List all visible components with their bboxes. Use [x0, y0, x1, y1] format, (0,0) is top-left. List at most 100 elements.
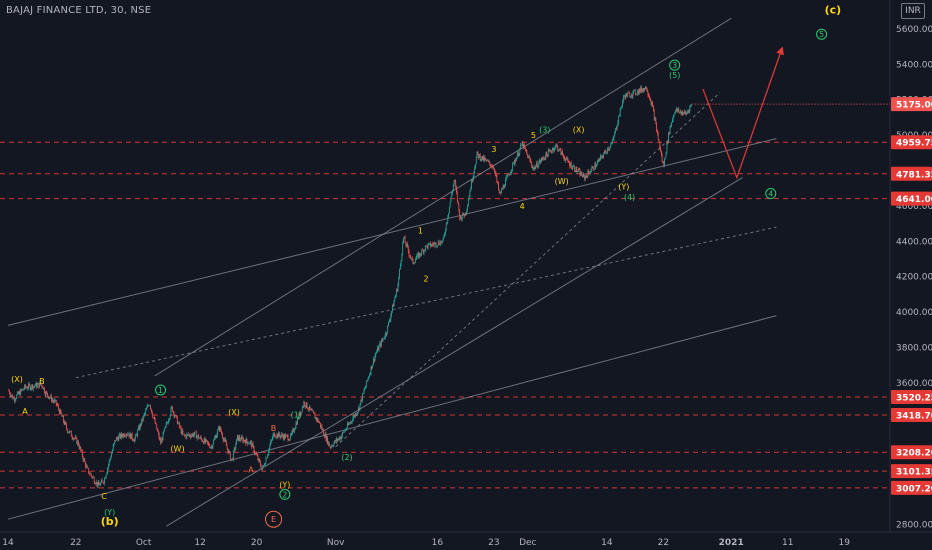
wave-label: (4): [624, 193, 635, 202]
candle-body: [123, 433, 124, 437]
candle-body: [105, 475, 107, 479]
candle-body: [491, 166, 493, 168]
candle-body: [502, 185, 504, 190]
candle-body: [261, 468, 263, 470]
candle-body: [152, 414, 154, 418]
candle-body: [122, 435, 124, 437]
candle-body: [413, 263, 415, 264]
candle-body: [506, 176, 508, 178]
candle-body: [605, 151, 607, 153]
candle-body: [484, 158, 486, 161]
candle-body: [364, 388, 366, 391]
candle-body: [321, 426, 323, 430]
candle-body: [467, 200, 469, 206]
candle-body: [435, 242, 437, 247]
candle-body: [668, 132, 670, 134]
candle-body: [619, 108, 621, 117]
candle-body: [153, 417, 155, 419]
candle-body: [48, 397, 50, 399]
candle-body: [606, 152, 608, 154]
candle-body: [196, 436, 198, 439]
candle-body: [529, 158, 531, 162]
projection-path: [702, 46, 784, 180]
price-tag-label: 3208.20: [896, 449, 932, 459]
candle-body: [181, 430, 183, 434]
candle-body: [656, 123, 658, 132]
candle-body: [622, 96, 624, 102]
currency-badge[interactable]: INR: [901, 3, 925, 19]
candle-body: [115, 437, 117, 441]
candle-body: [18, 391, 20, 394]
wave-labels: (X) BAC(Y)(b)1(W)(X)BA(Y)2E(1)(2)12345(3)…: [11, 3, 841, 528]
candle-body: [32, 386, 34, 390]
candle-body: [131, 433, 133, 440]
candle-body: [464, 215, 465, 216]
candle-body: [350, 421, 351, 424]
candle-body: [356, 413, 358, 416]
candle-body: [348, 423, 350, 425]
wave-label: A: [248, 466, 254, 475]
candle-body: [642, 89, 644, 92]
candle-body: [511, 169, 513, 172]
candle-body: [266, 458, 268, 459]
candle-body: [590, 171, 592, 173]
candle-body: [233, 448, 235, 451]
candle-body: [270, 441, 272, 446]
candle-body: [615, 128, 617, 130]
candle-body: [525, 149, 527, 152]
wave-label: E: [271, 515, 276, 524]
candle-body: [457, 200, 459, 204]
candle-body: [649, 96, 650, 99]
candle-body: [84, 458, 86, 462]
candle-body: [645, 86, 646, 90]
candle-body: [447, 217, 449, 222]
candle-body: [464, 212, 466, 216]
candle-body: [201, 438, 203, 442]
candle-body: [591, 168, 593, 172]
candle-body: [637, 90, 639, 94]
candle-body: [381, 339, 383, 341]
candle-body: [136, 434, 138, 436]
candle-body: [604, 151, 605, 155]
candle-body: [56, 404, 58, 405]
price-tick-label: 4200.00: [896, 273, 932, 283]
candle-body: [257, 456, 259, 461]
candle-body: [167, 422, 169, 424]
candle-body: [441, 241, 442, 243]
candle-body: [450, 196, 452, 203]
candle-body: [183, 434, 185, 435]
candle-body: [641, 87, 642, 92]
candle-body: [482, 156, 484, 160]
candle-body: [25, 387, 27, 388]
candle-body: [301, 406, 303, 412]
candle-body: [310, 409, 312, 410]
candle-body: [78, 445, 80, 449]
candle-body: [102, 480, 104, 483]
candle-body: [407, 246, 409, 252]
candle-body: [577, 169, 579, 172]
candle-body: [522, 142, 524, 148]
candle-body: [205, 439, 207, 443]
candle-body: [545, 152, 547, 159]
candle-body: [560, 148, 562, 155]
candle-body: [109, 458, 111, 461]
wave-label: (b): [101, 515, 119, 528]
candle-body: [276, 433, 278, 438]
candle-body: [21, 389, 23, 391]
price-axis[interactable]: [890, 0, 932, 532]
candle-body: [427, 244, 429, 249]
candle-body: [171, 406, 173, 409]
candle-body: [513, 161, 514, 163]
price-tag-label: 4781.35: [896, 170, 932, 180]
candle-body: [264, 463, 266, 466]
candle-body: [501, 188, 503, 190]
candle-body: [162, 432, 164, 441]
candle-body: [312, 410, 314, 413]
candle-body: [660, 148, 661, 152]
candle-body: [224, 439, 226, 440]
time-axis[interactable]: [0, 532, 890, 550]
candle-body: [210, 446, 211, 448]
candle-body: [657, 133, 659, 140]
candle-body: [686, 112, 688, 115]
